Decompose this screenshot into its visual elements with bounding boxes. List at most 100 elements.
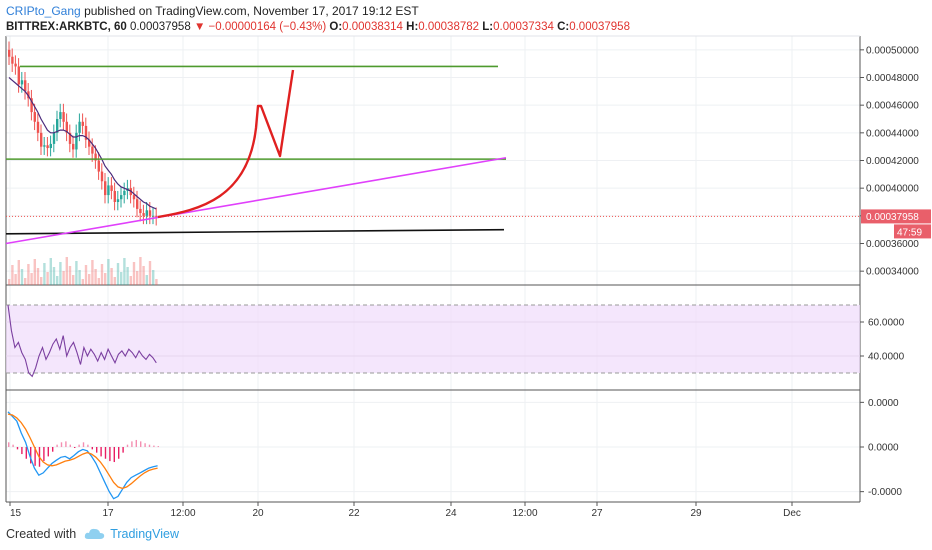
candle-body-34 <box>116 199 120 202</box>
rsi-tick-label-1: 40.0000 <box>868 352 905 363</box>
volume-bar-14 <box>52 267 56 285</box>
volume-bar-6 <box>27 264 30 285</box>
grid-lines <box>6 36 860 502</box>
volume-bar-20 <box>72 275 75 285</box>
macd-hist-bar-16 <box>78 444 80 447</box>
volume-bar-31 <box>107 259 110 285</box>
price-tick-label-4: 0.00042000 <box>866 156 919 167</box>
volume-bar-21 <box>75 261 78 285</box>
candle-body-24 <box>84 125 88 140</box>
last-price-tag <box>861 209 931 224</box>
trend-drawings[interactable] <box>5 65 507 245</box>
volume-bar-36 <box>123 258 126 285</box>
candle-body-14 <box>52 132 56 144</box>
candle-body-17 <box>62 112 65 122</box>
candle-body-21 <box>75 132 78 150</box>
candle-body-31 <box>107 185 110 196</box>
volume-bar-1 <box>11 265 14 285</box>
time-tick-label-0: 15 <box>10 508 22 519</box>
macd-hist-bar-21 <box>100 447 102 457</box>
volume-bar-39 <box>132 262 136 285</box>
candle-body-40 <box>136 199 139 209</box>
volume-bar-35 <box>120 272 123 285</box>
ohlc-bar: BITTREX:ARKBTC, 60 0.00037958 ▼ −0.00000… <box>6 20 630 34</box>
high-value: 0.00038782 <box>418 21 480 33</box>
candle-body-35 <box>120 195 123 200</box>
macd-hist-bar-5 <box>30 447 32 464</box>
candle-body-39 <box>132 195 136 200</box>
time-tick-label-7: 27 <box>591 508 603 519</box>
candle-body-13 <box>49 143 52 149</box>
candle-body-8 <box>33 112 36 122</box>
time-tick-label-4: 22 <box>348 508 360 519</box>
rsi-tick-label-0: 60.0000 <box>868 318 905 329</box>
rising-trendline <box>5 156 507 245</box>
author-link[interactable]: CRIPto_Gang <box>6 4 81 18</box>
time-tick-label-6: 12:00 <box>512 508 537 519</box>
volume-bar-12 <box>46 272 49 285</box>
volume-bar-28 <box>97 278 100 285</box>
macd-hist-bar-23 <box>109 447 111 462</box>
macd-hist-bar-1 <box>12 444 14 447</box>
candle-body-23 <box>81 121 84 126</box>
macd-tick-label-2: -0.0000 <box>868 487 902 498</box>
tradingview-brand[interactable]: TradingView <box>110 527 179 541</box>
macd-hist-bar-33 <box>153 445 155 447</box>
volume-bar-33 <box>113 277 116 285</box>
price-tick-label-3: 0.00044000 <box>866 128 919 139</box>
candle-body-29 <box>100 171 104 182</box>
candle-body-36 <box>123 190 126 196</box>
macd-hist-bar-30 <box>140 441 142 447</box>
volume-bar-42 <box>142 266 145 285</box>
volume-bar-9 <box>36 268 40 285</box>
price-axis[interactable]: 0.00050000 0.00048000 0.00046000 0.00044000… <box>860 45 931 498</box>
volume-bar-23 <box>81 279 84 285</box>
macd-line <box>7 411 158 500</box>
candle-body-25 <box>88 139 91 147</box>
macd-hist-bar-4 <box>25 447 27 459</box>
countdown-label: 47:59 <box>897 227 922 238</box>
macd-hist-bar-8 <box>43 447 45 462</box>
candle-body-26 <box>91 146 94 154</box>
price-tick-label-1: 0.00048000 <box>866 73 919 84</box>
candle-body-30 <box>104 181 107 196</box>
macd-hist-bar-2 <box>16 447 19 450</box>
time-tick-label-2: 12:00 <box>170 508 195 519</box>
candle-body-33 <box>113 190 116 202</box>
volume-bar-40 <box>136 271 139 285</box>
rsi-pane[interactable] <box>6 304 860 378</box>
time-axis[interactable]: 15 17 12:00 20 22 24 12:00 27 29 Dec <box>9 502 801 519</box>
macd-hist-bar-27 <box>126 444 129 447</box>
support-line <box>5 228 505 235</box>
price-value: 0.00037958 <box>129 21 191 33</box>
footer: Created with TradingView <box>6 527 179 541</box>
time-tick-label-9: Dec <box>783 508 801 519</box>
candle-body-10 <box>40 132 43 147</box>
candle-body-22 <box>78 121 81 133</box>
volume-bar-8 <box>33 259 36 285</box>
price-tick-label-5: 0.00040000 <box>866 184 919 195</box>
macd-pane[interactable] <box>7 411 159 500</box>
price-tick-label-7: 0.00036000 <box>866 239 919 250</box>
price-pane[interactable] <box>6 41 860 285</box>
candle-body-1 <box>11 56 14 64</box>
macd-hist-bar-18 <box>87 444 89 447</box>
symbol-label[interactable]: BITTREX:ARKBTC, 60 <box>6 21 127 33</box>
volume-bar-5 <box>24 278 27 285</box>
signal-line <box>7 413 158 490</box>
candle-body-4 <box>20 80 24 85</box>
volume-bar-26 <box>91 260 94 285</box>
macd-hist-bar-29 <box>135 439 137 447</box>
volume-bar-34 <box>116 263 120 285</box>
macd-hist-bar-31 <box>144 443 146 447</box>
publish-info: published on TradingView.com, November 1… <box>84 4 419 18</box>
volume-bar-37 <box>126 267 129 285</box>
macd-hist-bar-34 <box>157 446 159 448</box>
candle-body-44 <box>148 210 152 216</box>
moving-average-line <box>8 77 157 210</box>
volume-bar-44 <box>148 261 152 285</box>
countdown-tag <box>894 224 931 239</box>
price-tick-label-0: 0.00050000 <box>866 45 919 56</box>
volume-bar-13 <box>49 258 52 285</box>
